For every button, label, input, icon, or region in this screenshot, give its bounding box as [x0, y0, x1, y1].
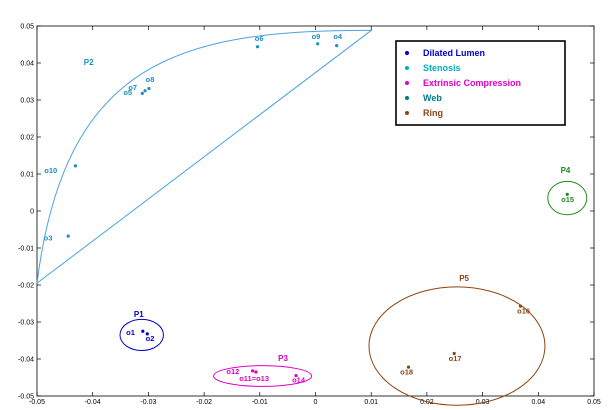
legend-box	[395, 40, 566, 126]
data-point-o7	[143, 89, 147, 93]
legend-marker	[405, 111, 409, 115]
data-point-o12	[250, 369, 255, 373]
x-tick-label: 0	[314, 399, 318, 406]
legend-entry: Extrinsic Compression	[423, 78, 521, 88]
point-label: o1	[126, 328, 135, 337]
legend-entry: Ring	[423, 108, 443, 118]
y-tick-label: 0.03	[20, 98, 34, 105]
point-label: o2	[146, 334, 155, 343]
y-tick-label: 0.02	[20, 135, 34, 142]
y-tick-label: -0.03	[18, 320, 34, 327]
x-tick-label: -0.04	[85, 399, 101, 406]
cluster-ellipse-p5	[368, 286, 546, 406]
y-tick-label: -0.05	[18, 394, 34, 401]
data-point-o14	[294, 374, 298, 378]
point-label: o11=o13	[239, 374, 269, 383]
point-label: o5	[123, 88, 132, 97]
legend-marker	[405, 51, 409, 55]
point-label: o15	[561, 195, 574, 204]
y-tick-label: 0.01	[20, 172, 34, 179]
legend-entry: Stenosis	[423, 63, 461, 73]
point-label: o10	[44, 166, 57, 175]
data-point-o4	[335, 44, 339, 48]
hull-layer: P2	[36, 29, 373, 284]
data-point-o16	[518, 304, 523, 308]
x-tick-label: -0.01	[252, 399, 268, 406]
data-point-o5	[140, 91, 144, 95]
legend-marker	[405, 66, 409, 70]
cluster-label-p3: P3	[278, 354, 288, 363]
cluster-ellipse-p4	[547, 180, 588, 216]
point-label: o3	[44, 234, 53, 243]
point-label: o16	[517, 306, 530, 315]
data-point-o18	[406, 365, 411, 369]
y-tick-label: 0.05	[20, 24, 34, 31]
data-point-o9	[316, 42, 320, 46]
x-tick-label: -0.03	[140, 399, 156, 406]
legend-entry: Dilated Lumen	[423, 48, 485, 58]
data-point-o6	[255, 45, 260, 49]
point-label: o7	[128, 83, 137, 92]
cluster-p2-hull	[36, 29, 373, 284]
point-label: o12	[226, 367, 239, 376]
point-label: o4	[333, 32, 343, 41]
legend: Dilated Lumen Stenosis Extrinsic Compressi…	[395, 40, 566, 126]
point-label: o6	[255, 34, 264, 43]
cluster-label-p1: P1	[134, 310, 144, 319]
cluster-layer: P1 P3 P4 P5	[119, 166, 588, 406]
x-tick-label: 0.04	[531, 399, 545, 406]
y-tick-label: 0.04	[20, 61, 34, 68]
legend-marker	[405, 81, 409, 85]
data-point-o17	[452, 351, 456, 356]
y-tick-label: -0.04	[18, 357, 34, 364]
point-label: o18	[400, 368, 413, 377]
x-tick-label: 0.01	[364, 399, 378, 406]
x-tick-label: -0.02	[196, 399, 212, 406]
point-label: o8	[146, 75, 155, 84]
points-layer	[66, 42, 569, 378]
y-tick-label: -0.01	[18, 246, 34, 253]
legend-marker	[405, 96, 409, 100]
cluster-label-p2: P2	[84, 58, 94, 67]
data-point-o2	[145, 332, 149, 336]
data-point-o15	[565, 192, 569, 196]
x-tick-label: -0.05	[29, 399, 45, 406]
x-tick-label: 0.05	[587, 399, 601, 406]
data-point-o13	[254, 370, 258, 374]
y-tick-label: 0	[30, 209, 34, 216]
y-tick-label: -0.02	[18, 283, 34, 290]
legend-entry: Web	[423, 93, 442, 103]
point-label: o9	[312, 32, 321, 41]
data-point-o3	[66, 234, 70, 238]
cluster-label-p4: P4	[561, 166, 571, 175]
point-label: o17	[449, 354, 462, 363]
data-point-o1	[141, 329, 145, 333]
cluster-ellipse-p1	[119, 318, 164, 351]
cluster-ellipse-p3	[213, 365, 313, 387]
cluster-label-p5: P5	[459, 274, 469, 283]
data-point-o8	[147, 86, 151, 91]
data-point-o10	[73, 164, 78, 168]
x-tick-label: 0.02	[420, 399, 434, 406]
point-label: o14	[292, 375, 306, 384]
